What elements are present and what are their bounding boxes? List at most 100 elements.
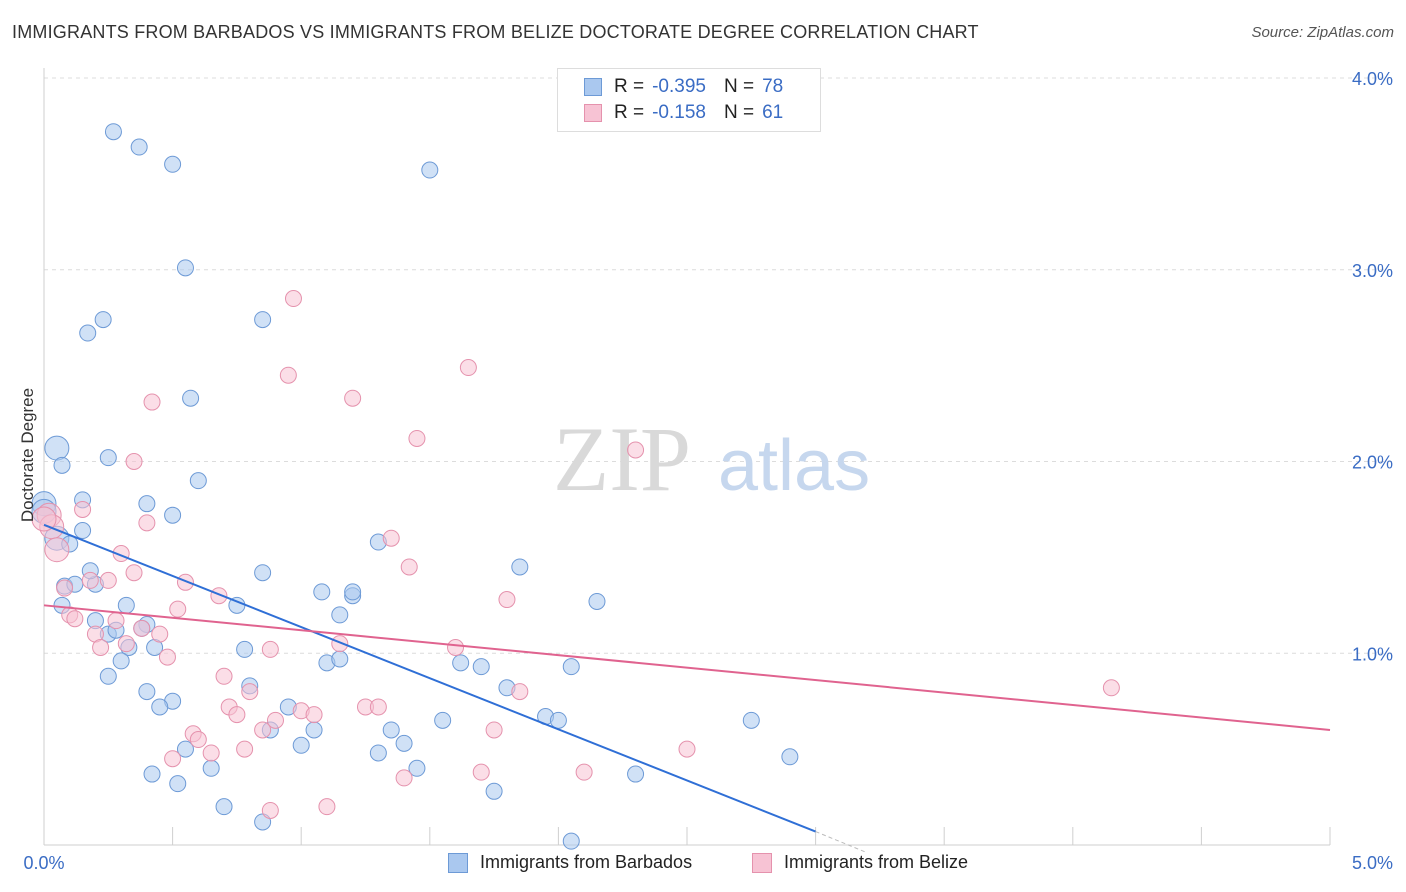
grid-lines [44, 77, 1392, 654]
belize-point [498, 591, 516, 609]
belize-point [382, 529, 400, 547]
barbados-point [99, 667, 117, 685]
n-label: N = [723, 102, 755, 123]
belize-point [107, 612, 125, 630]
belize-point [344, 389, 362, 407]
belize-point [133, 619, 151, 637]
belize-point [215, 667, 233, 685]
belize-point [169, 600, 187, 618]
n-value: 61 [762, 102, 784, 123]
belize-legend-swatch [752, 852, 772, 873]
r-value: -0.158 [652, 102, 706, 123]
belize-point [459, 359, 477, 377]
legend-item-barbados[interactable]: Immigrants from Barbados [448, 852, 692, 873]
barbados-point [254, 311, 272, 329]
barbados-point [44, 435, 70, 461]
barbados-point [331, 606, 349, 624]
barbados-point [202, 759, 220, 777]
belize-point [143, 393, 161, 411]
barbados-point [434, 711, 452, 729]
barbados-point [305, 721, 323, 739]
axes [43, 68, 1331, 846]
belize-point [279, 366, 297, 384]
barbados-point [254, 564, 272, 582]
y-tick-label: 4.0% [1352, 69, 1393, 89]
barbados-point [742, 711, 760, 729]
barbados-trend-extension [815, 831, 868, 854]
barbados-point [369, 744, 387, 762]
belize-point [241, 683, 259, 701]
belize-point [125, 453, 143, 470]
belize-point [164, 750, 182, 768]
barbados-point [99, 449, 117, 467]
barbados-point [79, 324, 97, 342]
barbados-point [562, 832, 580, 850]
barbados-point [143, 765, 161, 783]
barbados-point [176, 259, 194, 277]
barbados-point [562, 658, 580, 676]
y-axis-label: Doctorate Degree [18, 388, 37, 522]
belize-point [472, 763, 490, 781]
barbados-point [331, 650, 349, 668]
barbados-point [74, 522, 92, 540]
belize-point [627, 441, 645, 459]
tick-labels: 1.0% 2.0% 3.0% 4.0% 0.0% 5.0% [23, 69, 1393, 873]
stats-legend: R = -0.395 N = 78 R = -0.158 N = 61 [557, 68, 821, 132]
belize-point [261, 801, 279, 819]
barbados-legend-label: Immigrants from Barbados [480, 852, 693, 872]
belize-point [92, 638, 110, 656]
belize-point [151, 625, 169, 643]
belize-point [202, 744, 220, 762]
barbados-point [452, 654, 470, 672]
barbados-point [182, 389, 200, 407]
barbados-point [164, 506, 182, 524]
belize-point [74, 500, 92, 518]
barbados-point [408, 759, 426, 777]
barbados-point [138, 495, 156, 513]
barbados-trend-line [43, 523, 816, 833]
barbados-point [627, 765, 645, 783]
belize-point [228, 706, 246, 724]
r-value: -0.395 [652, 76, 706, 97]
legend-item-belize[interactable]: Immigrants from Belize [752, 852, 968, 873]
barbados-point [151, 698, 169, 716]
belize-point [138, 514, 156, 532]
barbados-point [215, 798, 233, 816]
belize-point [331, 635, 349, 653]
barbados-point [169, 775, 187, 793]
barbados-point [94, 311, 112, 329]
barbados-point [130, 138, 148, 156]
belize-point [66, 610, 84, 628]
belize-point [511, 683, 529, 701]
barbados-point [781, 748, 799, 766]
stats-row-barbados: R = -0.395 N = 78 [584, 74, 783, 100]
barbados-point [164, 155, 182, 173]
barbados-point [421, 161, 439, 179]
y-tick-label: 2.0% [1352, 453, 1393, 473]
belize-trend-line [43, 604, 1331, 731]
n-value: 78 [762, 76, 784, 97]
barbados-point [344, 583, 362, 601]
belize-point [56, 579, 74, 597]
belize-point [158, 648, 176, 666]
belize-point [236, 740, 254, 758]
belize-legend-label: Immigrants from Belize [784, 852, 969, 872]
barbados-point [53, 456, 71, 474]
barbados-point [138, 683, 156, 701]
source-label: Source: ZipAtlas.com [1251, 24, 1394, 41]
barbados-point [588, 592, 606, 610]
barbados-point [472, 658, 490, 676]
r-label: R = [614, 102, 645, 123]
belize-point [117, 635, 135, 653]
belize-point [125, 564, 143, 582]
belize-point [575, 763, 593, 781]
barbados-point [104, 123, 122, 141]
barbados-swatch [584, 78, 602, 96]
y-tick-label: 1.0% [1352, 644, 1393, 664]
barbados-point [382, 721, 400, 739]
barbados-point [313, 583, 331, 601]
data-points [31, 123, 1120, 850]
barbados-point [511, 558, 529, 576]
belize-point [261, 640, 279, 658]
